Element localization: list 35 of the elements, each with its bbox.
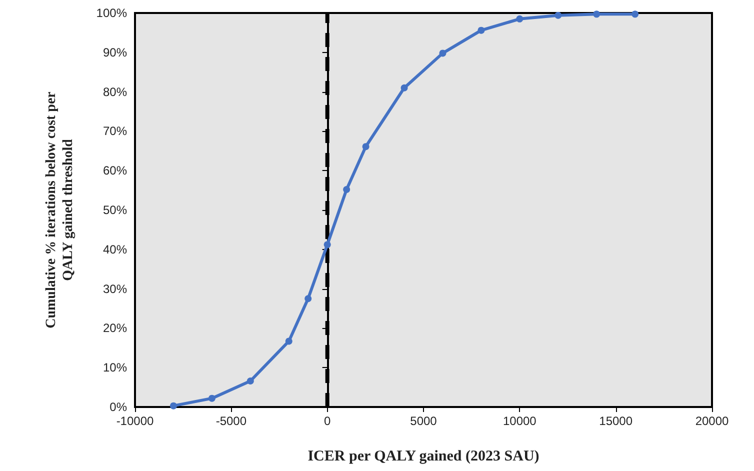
point [516, 15, 524, 22]
point [478, 26, 485, 34]
y-tick-label: 90% [102, 45, 128, 60]
point [324, 241, 331, 248]
y-tick-label: 0% [110, 400, 128, 414]
point [246, 378, 254, 384]
y-tick-label: 30% [102, 282, 128, 296]
x-tick-label: 0 [324, 414, 331, 428]
x-tick-label: -5000 [216, 414, 247, 428]
y-tick-label: 70% [102, 124, 128, 138]
point [304, 295, 312, 302]
x-axis-title: ICER per QALY gained (2023 SAU) [308, 448, 540, 464]
x-tick-label: 20000 [695, 414, 730, 428]
point [439, 50, 446, 57]
x-tick-label: 15000 [599, 414, 633, 428]
point [362, 143, 370, 150]
y-tick-label: 50% [102, 203, 128, 217]
point [208, 394, 216, 402]
point [170, 402, 177, 410]
x-tick-label: -10000 [116, 414, 154, 428]
point [593, 10, 600, 18]
y-tick-label: 10% [102, 360, 128, 375]
y-tick-label: 60% [102, 164, 128, 178]
point [400, 84, 408, 92]
x-tick-label: 5000 [410, 414, 438, 428]
y-tick-label: 100% [96, 6, 128, 20]
y-tick-label: 20% [102, 321, 128, 336]
y-tick-label: 40% [102, 242, 128, 256]
y-tick-label: 80% [102, 84, 128, 99]
x-tick-label: 10000 [502, 414, 537, 428]
point [632, 10, 639, 18]
y-axis-title: Cumulative % iterations below cost per QALY gained threshold [44, 92, 76, 328]
point [343, 186, 350, 194]
point [285, 338, 292, 345]
point [554, 12, 562, 19]
